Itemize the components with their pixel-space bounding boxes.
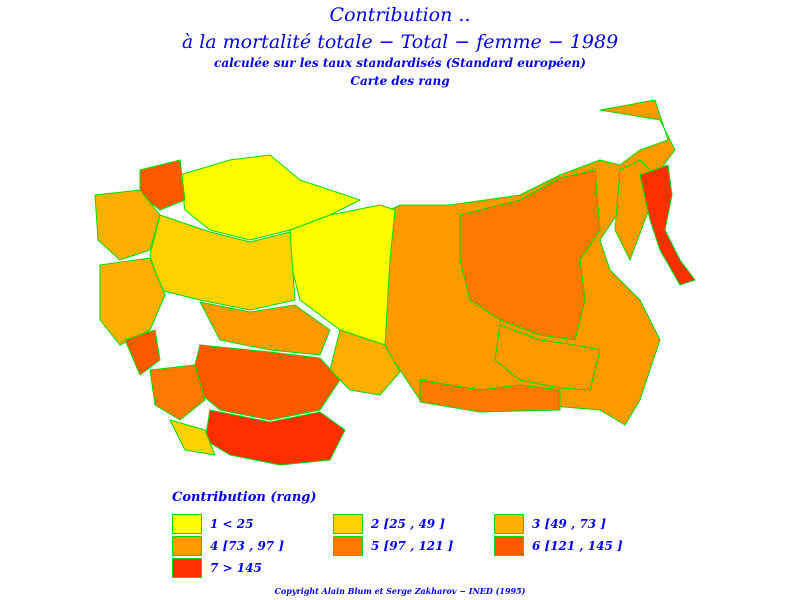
region-west-siberia: [289, 204, 396, 346]
region-north-european: [179, 154, 361, 241]
legend-item-5: 5 [97 , 121 ]: [333, 535, 453, 557]
legend-label: 7 > 145: [210, 561, 262, 575]
legend-item-2: 2 [25 , 49 ]: [333, 513, 445, 535]
region-altai: [419, 379, 561, 413]
legend-swatch: [333, 536, 363, 556]
region-volga: [199, 301, 331, 356]
legend-item-1: 1 < 25: [172, 513, 253, 535]
map-title: Contribution ..: [329, 4, 471, 26]
legend-item-4: 4 [73 , 97 ]: [172, 535, 284, 557]
legend-title: Contribution (rang): [172, 490, 317, 505]
region-kazakhstan: [189, 344, 341, 421]
legend-swatch: [172, 514, 202, 534]
legend-item-3: 3 [49 , 73 ]: [494, 513, 606, 535]
map-subtitle: à la mortalité totale − Total − femme − …: [181, 31, 619, 53]
legend-label: 5 [97 , 121 ]: [371, 539, 454, 553]
region-caspian-south: [149, 364, 206, 421]
legend-label: 3 [49 , 73 ]: [532, 517, 606, 531]
region-transbaikal: [494, 324, 601, 391]
map-method-note: calculée sur les taux standardisés (Stan…: [214, 56, 586, 70]
map-type-label: Carte des rang: [350, 74, 450, 88]
legend-swatch: [494, 514, 524, 534]
legend-item-7: 7 > 145: [172, 557, 262, 579]
legend-item-6: 6 [121 , 145 ]: [494, 535, 623, 557]
legend-swatch: [494, 536, 524, 556]
region-turkmenistan: [169, 419, 216, 456]
region-kamchatka: [639, 164, 696, 286]
legend-swatch: [172, 558, 202, 578]
legend-swatch: [172, 536, 202, 556]
legend-label: 4 [73 , 97 ]: [210, 539, 284, 553]
region-ukraine: [99, 257, 166, 346]
copyright-notice: Copyright Alain Blum et Serge Zakharov −…: [274, 586, 526, 596]
region-baltics: [94, 189, 161, 261]
legend-label: 2 [25 , 49 ]: [371, 517, 445, 531]
region-central-asia: [204, 409, 346, 466]
legend-label: 1 < 25: [210, 517, 254, 531]
region-moldova: [124, 329, 161, 376]
region-central-siberia: [459, 169, 601, 341]
legend-swatch: [333, 514, 363, 534]
legend-label: 6 [121 , 145 ]: [532, 539, 623, 553]
